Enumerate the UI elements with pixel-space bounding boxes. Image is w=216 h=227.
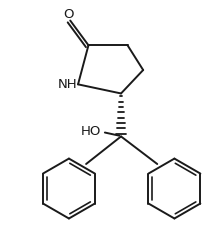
- Text: NH: NH: [57, 77, 77, 90]
- Text: O: O: [64, 8, 74, 21]
- Text: HO: HO: [81, 125, 101, 138]
